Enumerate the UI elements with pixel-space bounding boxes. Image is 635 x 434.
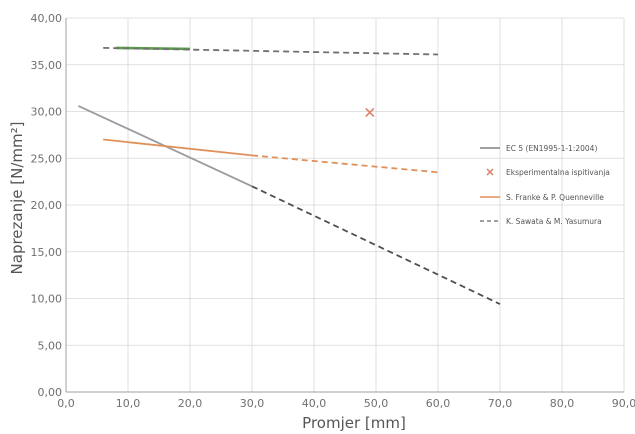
x-tick-label: 10,0 xyxy=(116,397,141,410)
legend-item: Eksperimentalna ispitivanja xyxy=(486,168,610,177)
y-tick-label: 40,00 xyxy=(31,12,63,25)
tick-labels: 0,0 10,0 20,0 30,0 40,0 50,0 60,0 70,0 80,0 90,0 0… xyxy=(31,12,635,410)
y-tick-label: 10,00 xyxy=(31,293,63,306)
y-tick-label: 35,00 xyxy=(31,59,63,72)
series xyxy=(78,46,501,305)
x-tick-label: 60,0 xyxy=(426,397,451,410)
series-line xyxy=(251,185,501,305)
axes xyxy=(65,18,624,393)
x-tick-label: 90,0 xyxy=(612,397,635,410)
x-tick-label: 50,0 xyxy=(364,397,389,410)
y-tick-label: 0,00 xyxy=(38,386,63,399)
y-tick-label: 15,00 xyxy=(31,246,63,259)
legend-item: K. Sawata & M. Yasumura xyxy=(480,217,602,226)
x-axis-title: Promjer [mm] xyxy=(302,414,406,432)
legend: EC 5 (EN1995-1-1:2004) Eksperimentalna is… xyxy=(480,144,610,226)
series-line xyxy=(103,47,439,56)
legend-item: EC 5 (EN1995-1-1:2004) xyxy=(480,144,597,153)
x-tick-label: 70,0 xyxy=(488,397,513,410)
legend-label: Eksperimentalna ispitivanja xyxy=(506,168,610,177)
legend-item: S. Franke & P. Quenneville xyxy=(480,193,604,202)
y-axis-title: Naprezanje [N/mm²] xyxy=(8,122,26,275)
x-tick-label: 40,0 xyxy=(302,397,327,410)
x-tick-label: 20,0 xyxy=(178,397,203,410)
marker-stroke xyxy=(365,107,375,118)
data-point-marker xyxy=(365,107,375,118)
series-line xyxy=(103,138,253,157)
legend-marker xyxy=(486,168,494,176)
legend-label: EC 5 (EN1995-1-1:2004) xyxy=(506,144,597,153)
series-line xyxy=(251,154,439,174)
y-tick-label: 20,00 xyxy=(31,199,63,212)
legend-label: S. Franke & P. Quenneville xyxy=(506,193,604,202)
x-tick-label: 80,0 xyxy=(550,397,575,410)
x-tick-label: 0,0 xyxy=(57,397,75,410)
y-tick-label: 25,00 xyxy=(31,152,63,165)
y-tick-label: 30,00 xyxy=(31,106,63,119)
legend-label: K. Sawata & M. Yasumura xyxy=(506,217,602,226)
grid xyxy=(65,17,625,393)
x-tick-label: 30,0 xyxy=(240,397,265,410)
y-tick-label: 5,00 xyxy=(38,339,63,352)
